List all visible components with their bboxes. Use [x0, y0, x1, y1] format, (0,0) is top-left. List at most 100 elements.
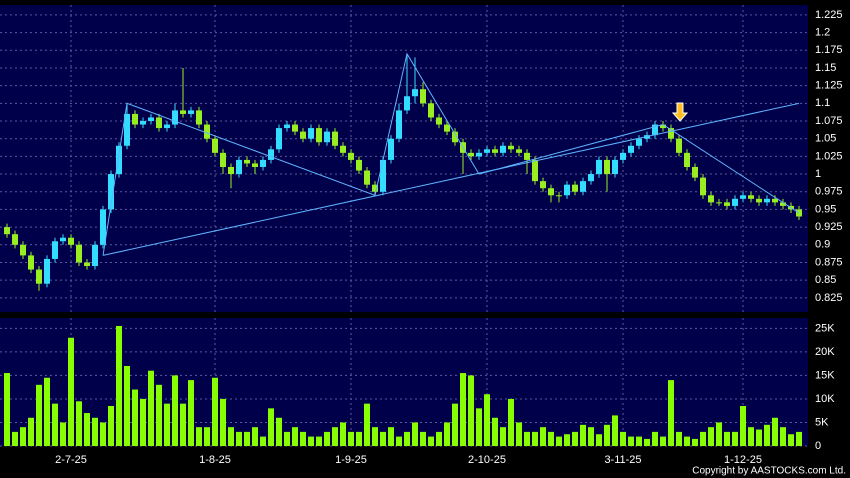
candle-body: [348, 152, 354, 160]
y-tick-label: 0.825: [815, 292, 843, 304]
volume-bar: [84, 413, 90, 446]
volume-bar: [716, 422, 722, 446]
volume-bar: [356, 431, 362, 446]
volume-bar: [140, 398, 146, 446]
volume-bar: [36, 384, 42, 446]
volume-bar: [76, 401, 82, 446]
volume-bar: [316, 436, 322, 446]
candle-body: [772, 198, 778, 203]
candle-body: [540, 181, 546, 189]
candle-body: [220, 152, 226, 167]
candle-body: [684, 152, 690, 167]
volume-bar: [532, 431, 538, 446]
candle-body: [292, 124, 298, 132]
candle-body: [92, 244, 98, 267]
y2-tick-label: 15K: [815, 369, 835, 381]
candle-body: [484, 149, 490, 153]
candle-body: [84, 262, 90, 267]
y-tick-label: 1.225: [815, 9, 843, 21]
candle-body: [380, 159, 386, 192]
volume-bar: [132, 389, 138, 446]
candle-body: [212, 138, 218, 153]
copyright: Copyright by AASTOCKS.com Ltd.: [692, 466, 846, 477]
candle-body: [716, 202, 722, 204]
volume-bar: [628, 436, 634, 446]
volume-bar: [236, 431, 242, 446]
volume-bar: [284, 431, 290, 446]
volume-bar: [724, 431, 730, 446]
y-tick-label: 1.175: [815, 44, 843, 56]
y-tick-label: 0.9: [815, 239, 830, 251]
candle-body: [620, 152, 626, 160]
candle-body: [764, 198, 770, 203]
candle-body: [100, 209, 106, 245]
candle-body: [148, 117, 154, 122]
candle-body: [668, 128, 674, 139]
volume-bar: [372, 427, 378, 446]
candle-body: [612, 159, 618, 175]
volume-bar: [340, 422, 346, 446]
candle-body: [332, 131, 338, 146]
candle-body: [700, 177, 706, 196]
volume-bar: [636, 436, 642, 446]
candle-body: [4, 227, 10, 235]
trend-line: [102, 52, 800, 256]
candle-body: [284, 124, 290, 129]
volume-bar: [484, 394, 490, 446]
candle-body: [436, 117, 442, 125]
volume-bar: [612, 415, 618, 446]
volume-bar: [420, 431, 426, 446]
volume-bar: [220, 398, 226, 446]
volume-bar: [252, 427, 258, 446]
candle-body: [636, 138, 642, 146]
candle-body: [500, 145, 506, 153]
volume-bar: [148, 370, 154, 446]
candle-body: [372, 184, 378, 192]
volume-bar: [292, 427, 298, 446]
volume-bar: [588, 427, 594, 446]
y2-tick-label: 25K: [815, 322, 835, 334]
volume-bar: [28, 417, 34, 446]
candle-body: [444, 124, 450, 132]
candle-body: [20, 244, 26, 256]
y-tick-label: 0.925: [815, 221, 843, 233]
y-tick-label: 1.05: [815, 133, 836, 145]
candle-body: [708, 195, 714, 203]
candle-body: [604, 159, 610, 175]
candle-body: [300, 131, 306, 139]
volume-bar: [428, 436, 434, 446]
volume-bar: [492, 417, 498, 446]
candle-body: [340, 145, 346, 153]
y-tick-label: 1.15: [815, 62, 836, 74]
candle-body: [156, 117, 162, 129]
candle-body: [468, 152, 474, 157]
volume-bar: [508, 398, 514, 446]
candle-body: [44, 258, 50, 284]
volume-bar: [596, 434, 602, 446]
volume-bar: [652, 431, 658, 446]
y-tick-label: 1.075: [815, 115, 843, 127]
candle-body: [692, 166, 698, 178]
candle-body: [36, 269, 42, 284]
volume-bar: [436, 431, 442, 446]
y2-tick-label: 20K: [815, 346, 835, 358]
x-tick-label: 2-7-25: [55, 454, 87, 466]
candle-body: [76, 244, 82, 263]
candle-body: [396, 110, 402, 139]
y2-tick-label: 5K: [815, 416, 829, 428]
volume-bar: [380, 431, 386, 446]
volume-bar: [644, 438, 650, 446]
y-tick-label: 1.1: [815, 97, 830, 109]
volume-bar: [788, 434, 794, 446]
volume-bar: [412, 422, 418, 446]
candle-body: [108, 174, 114, 210]
y-tick-label: 0.95: [815, 203, 836, 215]
candle-body: [724, 202, 730, 206]
volume-bar: [604, 424, 610, 446]
candle-body: [628, 145, 634, 153]
volume-bar: [180, 403, 186, 446]
volume-bar: [460, 373, 466, 446]
trend-line: [102, 102, 800, 256]
candle-body: [244, 159, 250, 164]
